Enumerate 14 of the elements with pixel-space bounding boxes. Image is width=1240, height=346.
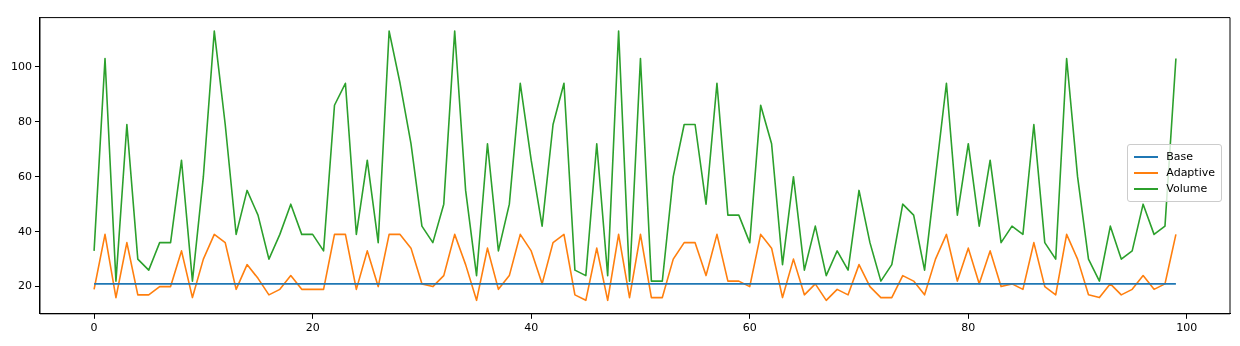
y-tick-label: 60 xyxy=(18,169,32,183)
y-tick-label: 20 xyxy=(18,279,32,293)
y-tick-label: 100 xyxy=(11,59,32,73)
legend-label: Volume xyxy=(1166,181,1208,197)
legend-label: Base xyxy=(1166,149,1194,165)
x-tick-label: 100 xyxy=(1176,321,1198,335)
x-tick-label: 40 xyxy=(524,321,539,335)
y-tick-label: 80 xyxy=(18,114,32,128)
x-tick-label: 0 xyxy=(90,321,98,335)
y-tick-label: 40 xyxy=(18,224,32,238)
x-tick-label: 20 xyxy=(305,321,320,335)
legend-label: Adaptive xyxy=(1166,165,1215,181)
x-tick-label: 60 xyxy=(742,321,757,335)
x-tick-label: 80 xyxy=(961,321,976,335)
